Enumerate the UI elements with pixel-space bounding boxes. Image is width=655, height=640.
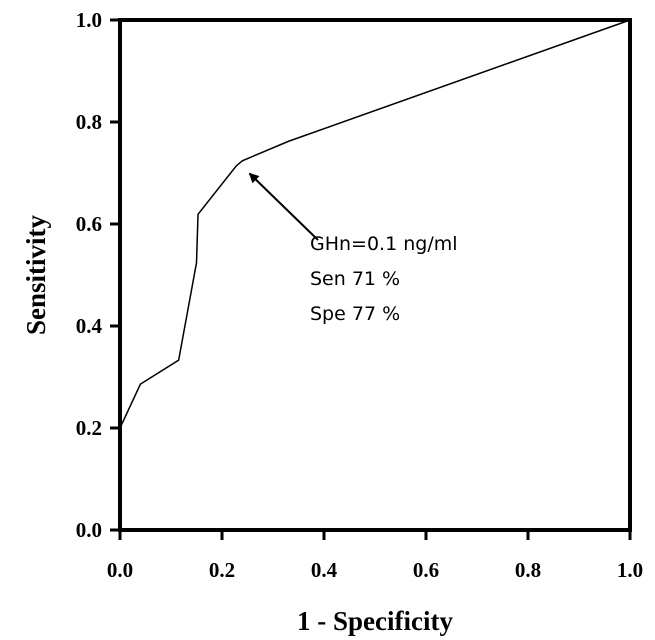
roc-curve-line (119, 19, 631, 429)
x-tick-label: 0.4 (311, 558, 338, 582)
y-tick-label: 0.8 (76, 110, 102, 134)
y-axis-title: Sensitivity (21, 214, 51, 335)
x-axis-ticks: 0.0 0.2 0.4 0.6 0.8 1.0 (107, 530, 643, 582)
annotation-arrow (248, 172, 319, 241)
x-axis-title: 1 - Specificity (297, 606, 453, 636)
annotation-line-2: Sen 71 % (310, 268, 400, 290)
y-tick-label: 1.0 (76, 8, 102, 32)
y-tick-label: 0.2 (76, 416, 102, 440)
x-tick-label: 1.0 (617, 558, 643, 582)
y-tick-label: 0.0 (76, 518, 102, 542)
x-tick-label: 0.2 (209, 558, 235, 582)
y-tick-label: 0.4 (76, 314, 103, 338)
y-tick-label: 0.6 (76, 212, 102, 236)
x-tick-label: 0.6 (413, 558, 439, 582)
x-tick-label: 0.0 (107, 558, 133, 582)
annotation-line-1: GHn=0.1 ng/ml (310, 233, 458, 255)
plot-frame (118, 18, 632, 532)
annotation-line-3: Spe 77 % (310, 303, 400, 325)
x-tick-label: 0.8 (515, 558, 541, 582)
y-axis-ticks: 0.0 0.2 0.4 0.6 0.8 1.0 (76, 8, 120, 542)
